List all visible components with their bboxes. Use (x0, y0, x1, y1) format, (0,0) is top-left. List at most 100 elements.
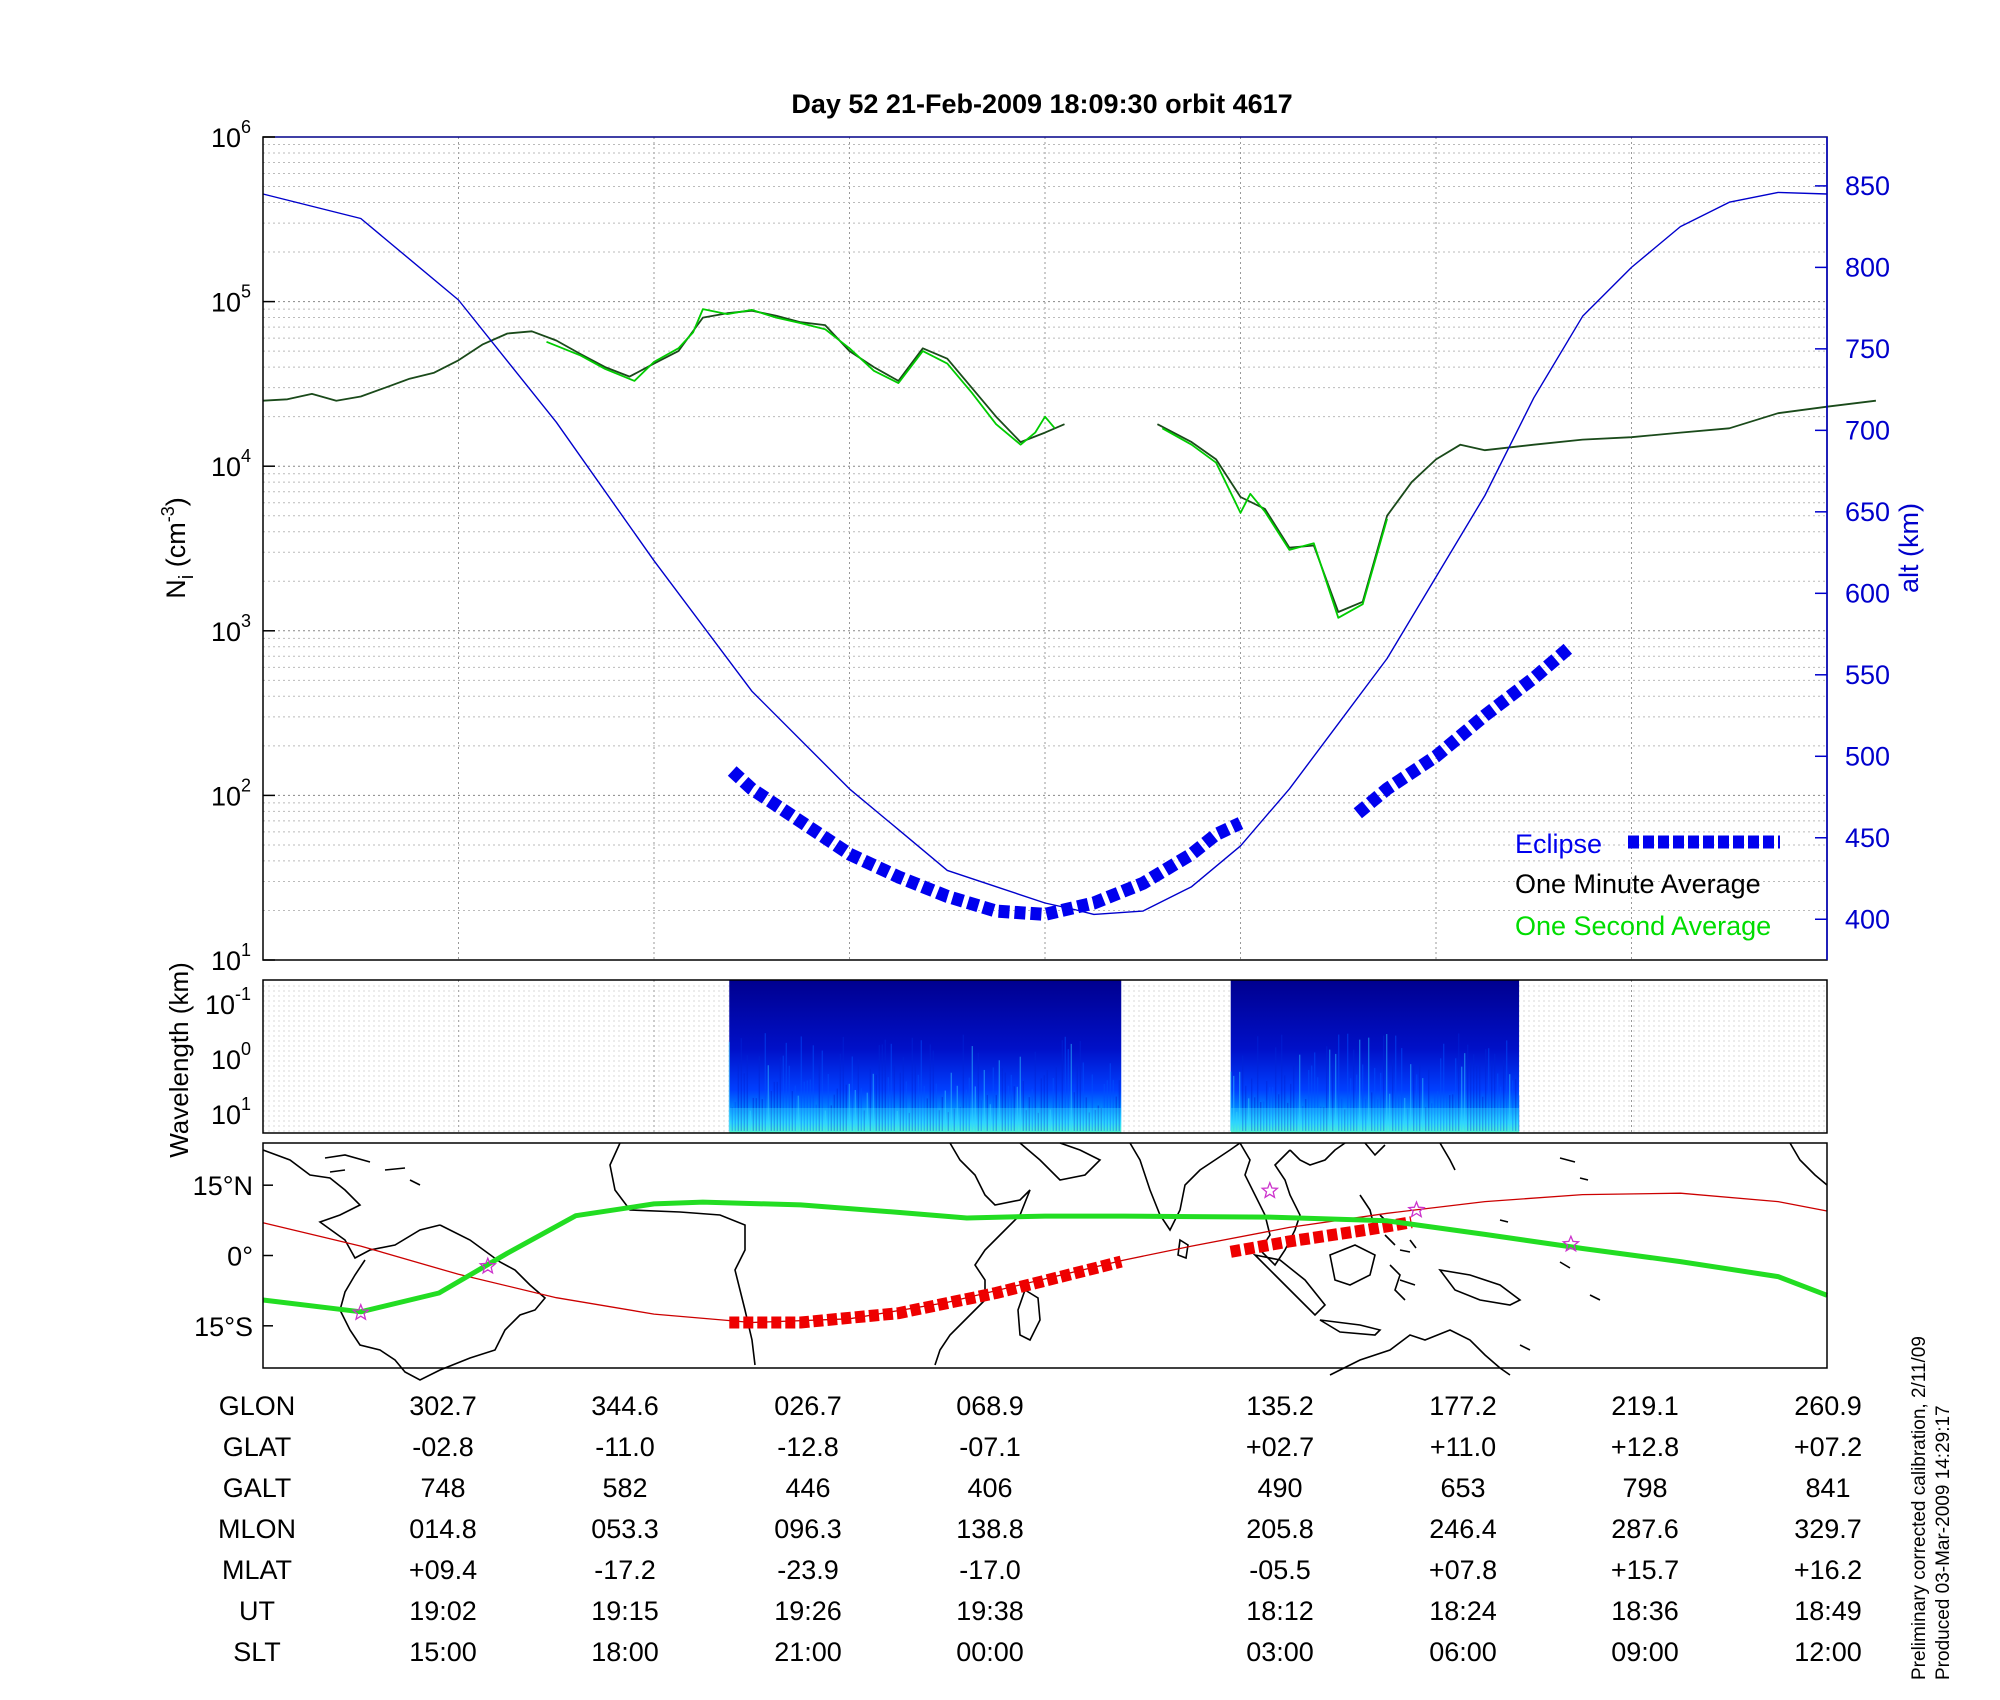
density-ylabel-exp: -3 (158, 506, 178, 522)
star-marker (351, 1302, 371, 1321)
wavelength-tick-base: 10 (205, 990, 235, 1020)
wavelength-tick-exp: 0 (241, 1039, 251, 1059)
table-cell: 205.8 (1246, 1514, 1314, 1544)
legend: Eclipse One Minute Average One Second Av… (1515, 829, 1780, 941)
density-tick-exp: 4 (241, 446, 251, 466)
altitude-tick-label: 800 (1845, 252, 1890, 282)
table-cell: 19:26 (774, 1596, 842, 1626)
table-cell: 841 (1805, 1473, 1850, 1503)
density-tick-label: 102 (211, 775, 251, 811)
density-tick-exp: 1 (241, 940, 251, 960)
map-tick-label: 15°S (194, 1312, 253, 1342)
map-tick-label: 15°N (193, 1171, 253, 1201)
density-lines (262, 191, 1877, 921)
density-grid (263, 137, 1827, 960)
table-cell: +02.7 (1246, 1432, 1314, 1462)
table-row-label: MLAT (222, 1555, 292, 1585)
table-cell: 138.8 (956, 1514, 1024, 1544)
coast-africa-west (609, 1142, 756, 1366)
table-row-label: GLAT (223, 1432, 292, 1462)
table-cell: 18:24 (1429, 1596, 1497, 1626)
coast-sumatra (1252, 1253, 1327, 1317)
table-cell: 19:38 (956, 1596, 1024, 1626)
table-cell: +09.4 (409, 1555, 477, 1585)
table-cell: +12.8 (1611, 1432, 1679, 1462)
density-tick-label: 101 (211, 940, 251, 976)
density-ylabel: Ni (cm-3) (158, 497, 198, 598)
legend-second-label: One Second Average (1515, 911, 1771, 941)
density-tick-base: 10 (211, 452, 241, 482)
coast-australia (1329, 1329, 1511, 1376)
star-marker (1561, 1234, 1581, 1253)
density-ylabel-n: N (161, 579, 191, 599)
table-cell: 21:00 (774, 1637, 842, 1667)
density-ylabel-close: ) (161, 497, 191, 506)
table-cell: -12.8 (777, 1432, 839, 1462)
table-row-label: MLON (218, 1514, 296, 1544)
table-cell: -02.8 (412, 1432, 474, 1462)
eclipse-track-segment (729, 1255, 1123, 1329)
table-cell: 12:00 (1794, 1637, 1862, 1667)
table-cell: 344.6 (591, 1391, 659, 1421)
legend-minute-label: One Minute Average (1515, 869, 1761, 899)
table-cell: 177.2 (1429, 1391, 1497, 1421)
table-cell: +11.0 (1430, 1432, 1496, 1462)
wavelength-frame (262, 979, 1828, 1134)
satellite-track-line (262, 1192, 1828, 1324)
density-tick-label: 104 (211, 446, 251, 482)
coast-north-america-west (1789, 1142, 1828, 1186)
altitude-tick-label: 450 (1845, 823, 1890, 853)
minute-average-line (262, 309, 1065, 443)
table-row-label: GLON (219, 1391, 296, 1421)
altitude-tick-label: 400 (1845, 904, 1890, 934)
altitude-ylabel: alt (km) (1894, 503, 1924, 593)
coast-pacific-islands (1399, 1157, 1601, 1351)
table-cell: 260.9 (1794, 1391, 1862, 1421)
coast-indochina (1239, 1142, 1301, 1267)
table-row-label: GALT (223, 1473, 292, 1503)
wavelength-tick-base: 10 (211, 1045, 241, 1075)
altitude-tick-label: 750 (1845, 334, 1890, 364)
density-tick-exp: 2 (241, 775, 251, 795)
table-cell: 09:00 (1611, 1637, 1679, 1667)
table-cell: +16.2 (1794, 1555, 1862, 1585)
map-tick-label: 0° (227, 1242, 253, 1272)
table-row-label: UT (239, 1596, 275, 1626)
density-tick-label: 105 (211, 282, 251, 318)
table-cell: 302.7 (409, 1391, 477, 1421)
chart-title: Day 52 21-Feb-2009 18:09:30 orbit 4617 (791, 89, 1292, 119)
spectrogram-blocks (728, 980, 1520, 1133)
altitude-y-ticks: 850 800 750 700 650 600 550 500 450 400 (1815, 171, 1890, 934)
density-tick-base: 10 (211, 781, 241, 811)
table-row-label: SLT (233, 1637, 281, 1667)
eclipse-segment (727, 766, 1244, 921)
coast-madagascar (1017, 1288, 1041, 1342)
density-tick-base: 10 (211, 946, 241, 976)
coast-south-america (339, 1224, 547, 1381)
coast-srilanka (1177, 1238, 1189, 1260)
table-cell: 748 (420, 1473, 465, 1503)
coast-arabia (1019, 1142, 1102, 1181)
table-cell: -17.2 (594, 1555, 656, 1585)
ephemeris-table: GLON 302.7 344.6 026.7 068.9 135.2 177.2 219.1 2… (218, 1391, 1862, 1667)
table-cell: 014.8 (409, 1514, 477, 1544)
wavelength-tick-label: 100 (211, 1039, 251, 1075)
legend-eclipse-label: Eclipse (1515, 829, 1602, 859)
wavelength-tick-exp: -1 (235, 984, 251, 1004)
magnetic-equator-line (262, 1199, 1828, 1315)
star-marker (1260, 1181, 1280, 1199)
table-cell: +07.8 (1429, 1555, 1497, 1585)
table-cell: 287.6 (1611, 1514, 1679, 1544)
coast-borneo (1329, 1244, 1376, 1286)
coast-caribbean (324, 1154, 421, 1186)
table-cell: 00:00 (956, 1637, 1024, 1667)
table-cell: 026.7 (774, 1391, 842, 1421)
star-marker (1407, 1200, 1426, 1218)
spectrogram-base-band (1230, 1108, 1520, 1133)
footnote-line2: Produced 03-Mar-2009 14:29:17 (1933, 1405, 1954, 1680)
spectrogram-base-band (729, 1108, 1122, 1133)
